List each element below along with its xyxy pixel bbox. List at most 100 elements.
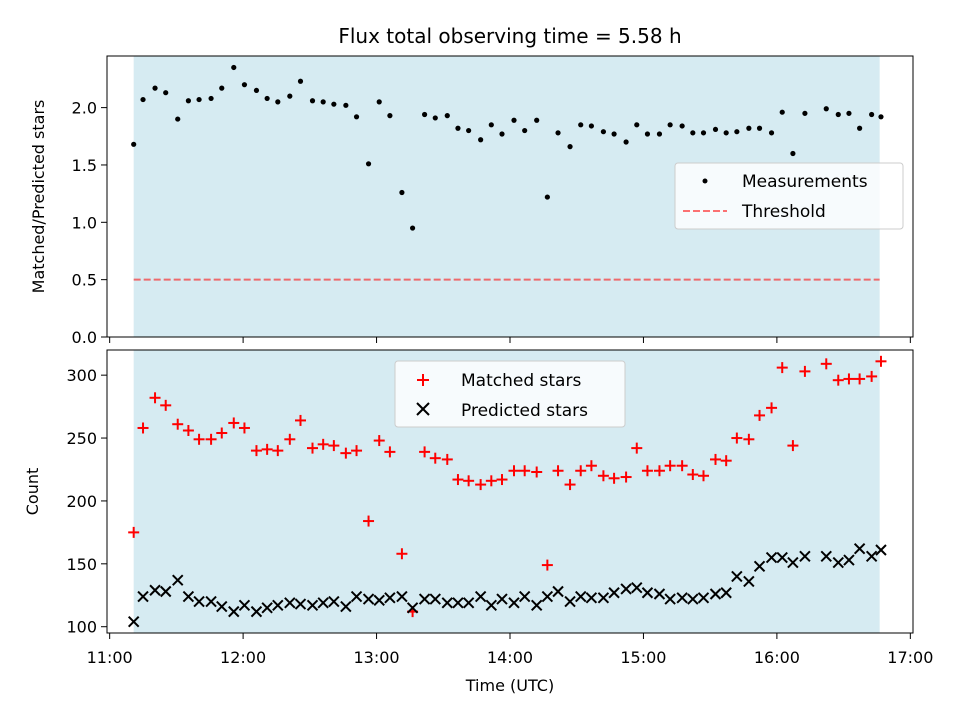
legend-marker-matched-stars xyxy=(417,374,429,386)
matched-star-point xyxy=(172,418,184,430)
predicted-star-point xyxy=(261,602,273,614)
measurement-point xyxy=(399,189,405,196)
predicted-star-point xyxy=(172,574,184,586)
predicted-star-point xyxy=(697,592,710,604)
measurement-point xyxy=(432,115,438,121)
matched-star-point xyxy=(351,445,363,457)
legend-label-matched-stars: Matched stars xyxy=(461,371,581,391)
matched-star-point xyxy=(608,472,620,484)
predicted-star-point xyxy=(720,587,732,599)
predicted-star-point xyxy=(149,584,161,596)
predicted-star-point xyxy=(843,554,855,566)
predicted-star-point xyxy=(608,587,620,599)
matched-star-point xyxy=(419,446,431,458)
predicted-star-point xyxy=(664,593,676,605)
measurement-point xyxy=(421,111,428,118)
matched-star-point xyxy=(697,470,709,482)
legend-label-threshold: Threshold xyxy=(741,202,826,222)
predicted-star-point xyxy=(552,585,564,598)
matched-star-point xyxy=(475,479,487,491)
legend-label-measurements: Measurements xyxy=(742,172,868,192)
matched-star-point xyxy=(485,475,497,487)
predicted-star-point xyxy=(541,590,554,603)
measurement-point xyxy=(253,87,260,94)
x-tick-label: 11:00 xyxy=(87,648,133,667)
measurement-point xyxy=(869,111,875,118)
measurement-point xyxy=(802,110,808,116)
y-tick-label: 250 xyxy=(66,429,97,448)
legend-marker-predicted-stars xyxy=(416,402,430,416)
predicted-star-point xyxy=(731,570,743,583)
y-tick-label: 100 xyxy=(66,618,97,637)
measurement-point xyxy=(275,99,281,105)
matched-star-point xyxy=(340,447,352,459)
measurement-point xyxy=(511,117,517,123)
matched-star-point xyxy=(799,365,811,377)
matched-star-point xyxy=(328,440,340,452)
matched-star-point xyxy=(564,479,576,491)
predicted-star-point xyxy=(137,590,149,603)
predicted-star-point xyxy=(350,590,363,603)
top-legend-box xyxy=(674,162,904,230)
predicted-star-point xyxy=(631,582,643,594)
matched-star-point xyxy=(531,466,543,478)
legend-marker-measurements xyxy=(702,178,708,184)
top-panel: 0.00.51.01.52.0 Matched/Predicted stars … xyxy=(29,55,914,347)
measurement-point xyxy=(488,122,494,128)
measurement-point xyxy=(779,109,785,115)
measurement-point xyxy=(175,116,181,122)
predicted-star-point xyxy=(474,590,487,603)
measurement-point xyxy=(534,117,540,123)
predicted-star-point xyxy=(160,585,172,598)
predicted-star-point xyxy=(406,602,419,614)
predicted-star-point xyxy=(294,598,307,610)
measurement-point xyxy=(444,113,450,119)
measurement-point xyxy=(131,141,137,147)
predicted-star-point xyxy=(216,600,228,613)
bottom-x-ticks: 11:00 12:00 13:00 14:00 15:00 16:00 17:00 xyxy=(87,633,933,667)
measurement-point xyxy=(644,131,651,137)
y-tick-label: 0.5 xyxy=(72,271,97,290)
measurement-point xyxy=(287,93,293,99)
predicted-star-point xyxy=(373,594,385,607)
predicted-star-point xyxy=(832,556,844,569)
measurement-point xyxy=(196,96,202,103)
predicted-stars-points xyxy=(127,543,887,628)
matched-star-point xyxy=(429,452,441,464)
measurement-point xyxy=(466,127,472,134)
measurement-point xyxy=(387,113,393,119)
y-tick-label: 1.0 xyxy=(72,213,97,232)
matched-star-point xyxy=(787,440,799,452)
x-tick-label: 12:00 xyxy=(220,648,266,667)
bottom-panel: 100 150 200 250 300 11:00 12:00 13:00 14:00 15:0… xyxy=(23,349,933,695)
measurement-point xyxy=(611,131,617,137)
matched-star-point xyxy=(261,443,273,455)
top-y-axis-label: Matched/Predicted stars xyxy=(29,100,48,294)
matched-star-point xyxy=(396,548,408,560)
predicted-star-point xyxy=(441,597,453,609)
measurement-point xyxy=(297,78,304,84)
measurement-point xyxy=(756,125,763,131)
chart-title: Flux total observing time = 5.58 h xyxy=(338,24,681,48)
measurement-point xyxy=(835,111,841,118)
measurement-point xyxy=(264,95,270,102)
predicted-star-point xyxy=(776,551,788,564)
predicted-star-point xyxy=(205,595,217,608)
measurement-point xyxy=(522,127,528,134)
predicted-star-point xyxy=(496,593,508,605)
matched-star-point xyxy=(182,424,194,436)
measurement-point xyxy=(878,114,884,120)
measurement-point xyxy=(623,139,629,145)
predicted-star-point xyxy=(641,587,654,599)
matched-star-point xyxy=(687,469,699,481)
matched-star-point xyxy=(508,465,520,477)
matched-stars-points xyxy=(128,355,887,618)
predicted-star-point xyxy=(384,592,396,604)
measurement-point xyxy=(320,99,326,105)
measurement-point xyxy=(600,129,607,135)
matched-star-point xyxy=(228,417,240,429)
matched-star-point xyxy=(575,465,587,477)
measurement-point xyxy=(185,98,192,104)
matched-star-point xyxy=(653,465,665,477)
